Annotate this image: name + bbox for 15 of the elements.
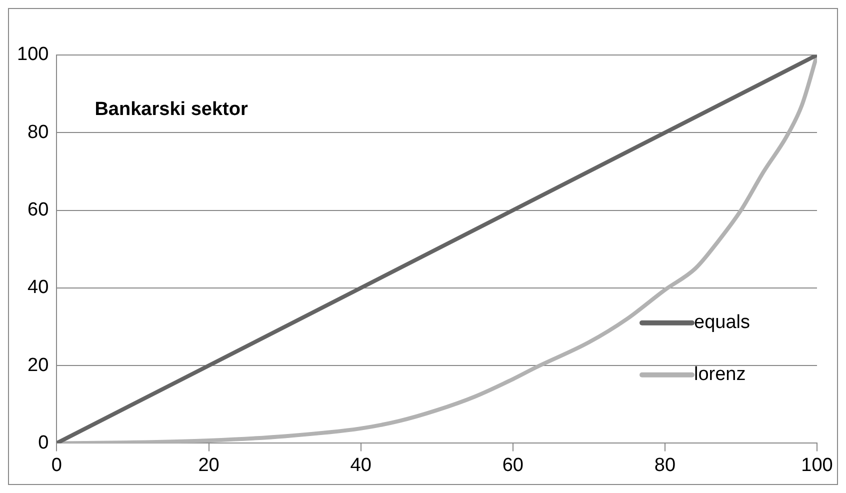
x-tick-label: 100 [801, 454, 833, 476]
x-tick-label: 0 [51, 454, 62, 476]
y-tick-label: 80 [28, 122, 49, 143]
legend-label: equals [694, 312, 750, 334]
x-tick-label: 60 [502, 454, 524, 476]
y-tick-label: 100 [17, 44, 49, 66]
y-tick-label: 20 [28, 354, 49, 376]
y-tick-label: 0 [38, 432, 49, 454]
x-tick-label: 80 [654, 454, 676, 476]
x-tick-label: 40 [350, 454, 372, 476]
legend-label: lorenz [694, 364, 746, 386]
y-tick-label: 60 [28, 200, 49, 221]
x-tick-label: 20 [198, 454, 220, 476]
text: Bankarski sektor [94, 99, 248, 120]
y-tick-label: 40 [28, 277, 49, 298]
